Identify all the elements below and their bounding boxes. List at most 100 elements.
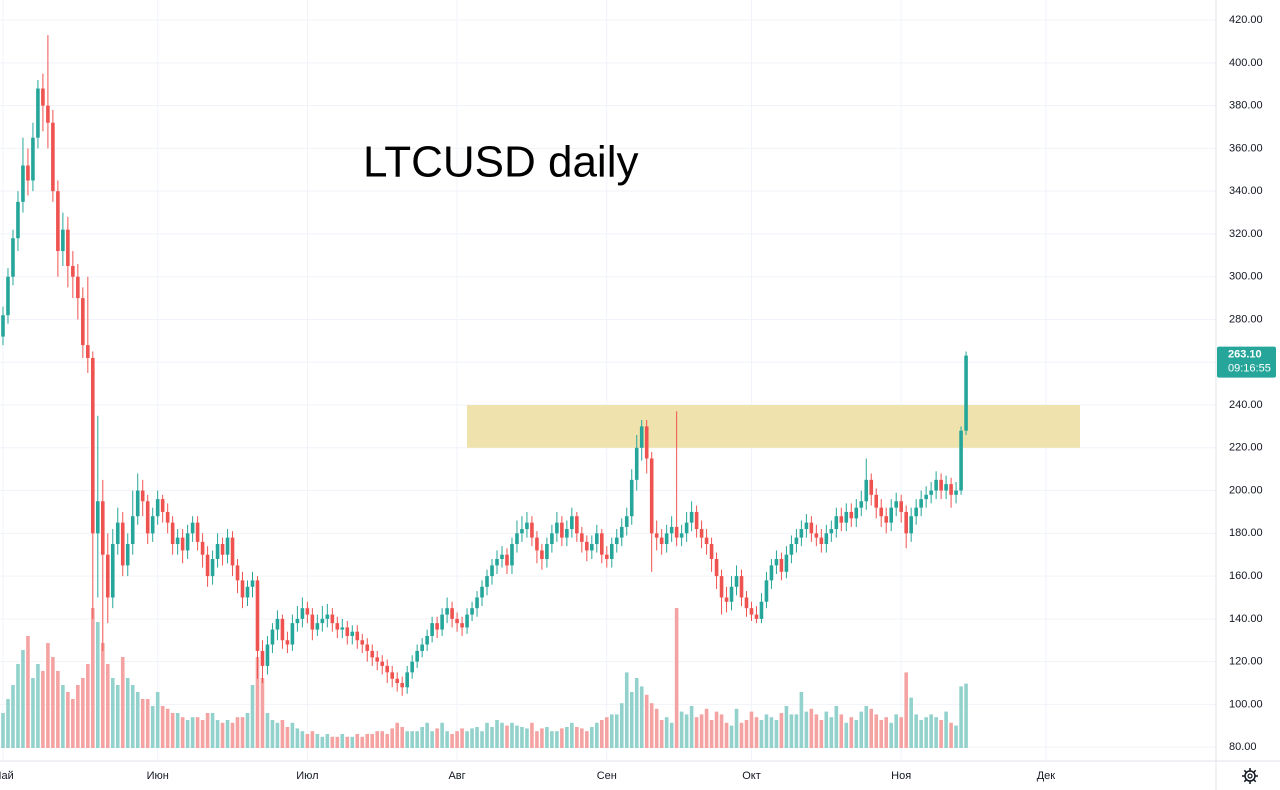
candle-body <box>904 511 908 534</box>
candle-body <box>240 580 245 598</box>
candle-body <box>674 526 679 538</box>
candle-body <box>16 201 20 239</box>
candle-body <box>704 537 709 545</box>
volume-bar <box>929 714 933 748</box>
volume-bar <box>804 711 809 748</box>
volume-bar <box>260 678 265 748</box>
candle-body <box>305 608 310 615</box>
x-tick-label: Июл <box>296 770 318 782</box>
candle-body <box>749 608 754 615</box>
candle-body <box>460 623 464 628</box>
candle-body <box>784 554 789 572</box>
candle-body <box>879 507 884 517</box>
volume-bar <box>230 722 235 748</box>
candle-body <box>624 516 629 527</box>
volume-bar <box>51 657 55 748</box>
candle-body <box>759 601 764 619</box>
resistance-zone <box>467 405 1080 448</box>
candle-body <box>939 479 943 491</box>
y-tick-label: 320.00 <box>1229 228 1263 240</box>
volume-bar <box>515 725 519 748</box>
y-tick-label: 340.00 <box>1229 185 1263 197</box>
candle-body <box>550 533 554 545</box>
volume-bar <box>370 734 375 748</box>
candle-body <box>11 238 15 277</box>
volume-bar <box>964 683 968 748</box>
candle-body <box>300 608 305 619</box>
volume-bar <box>884 717 889 748</box>
candle-body <box>150 516 155 534</box>
candle-body <box>81 298 85 346</box>
candle-body <box>949 484 953 495</box>
candle-body <box>110 544 115 598</box>
candle-body <box>654 533 659 538</box>
y-tick-label: 180.00 <box>1229 527 1263 539</box>
y-tick-label: 80.00 <box>1229 741 1257 753</box>
volume-bar <box>31 678 35 748</box>
candle-body <box>744 597 749 609</box>
volume-bar <box>555 731 559 748</box>
volume-bar <box>190 717 195 748</box>
volume-bar <box>540 728 544 748</box>
volume-bar <box>734 708 739 748</box>
volume-bar <box>445 731 449 748</box>
volume-bar <box>240 717 245 748</box>
candle-body <box>210 558 215 577</box>
volume-bar <box>490 727 494 748</box>
volume-bar <box>430 731 434 748</box>
candle-body <box>450 608 454 619</box>
candle-body <box>275 618 280 630</box>
volume-bar <box>420 727 424 748</box>
volume-bar <box>200 720 205 748</box>
volume-bar <box>460 728 464 748</box>
candle-body <box>859 501 864 508</box>
volume-bar <box>320 736 325 748</box>
candle-body <box>934 479 938 491</box>
candle-body <box>235 565 240 581</box>
volume-bar <box>590 727 594 748</box>
candle-body <box>769 565 774 581</box>
volume-bar <box>609 714 614 748</box>
candle-body <box>540 550 544 559</box>
candle-body <box>510 544 514 566</box>
volume-bar <box>754 717 759 748</box>
candle-body <box>604 554 609 559</box>
candle-body <box>659 537 664 545</box>
candle-body <box>909 516 913 534</box>
candle-body <box>26 165 30 181</box>
volume-bar <box>96 622 100 748</box>
y-tick-label: 360.00 <box>1229 142 1263 154</box>
candle-body <box>365 644 370 651</box>
volume-bar <box>664 717 669 748</box>
candle-body <box>270 629 275 645</box>
candle-body <box>405 672 409 688</box>
gear-teeth <box>1242 768 1258 784</box>
candle-body <box>639 426 644 448</box>
volume-bar <box>61 685 65 748</box>
volume-bar <box>325 734 330 748</box>
y-tick-label: 280.00 <box>1229 313 1263 325</box>
volume-bar <box>719 714 724 748</box>
candle-body <box>864 479 869 502</box>
volume-bar <box>914 714 918 748</box>
candle-body <box>76 276 80 299</box>
y-tick-label: 200.00 <box>1229 484 1263 496</box>
volume-bar <box>335 736 340 748</box>
volume-bar <box>510 722 514 748</box>
candle-body <box>839 516 844 523</box>
candle-body <box>455 618 459 624</box>
candle-body <box>185 533 190 551</box>
settings-button[interactable] <box>1242 768 1258 784</box>
candle-body <box>265 644 270 666</box>
volume-bar <box>395 722 399 748</box>
volume-bar <box>689 706 694 748</box>
volume-bar <box>470 728 474 748</box>
candle-body <box>809 522 814 534</box>
last-price-badge <box>1217 346 1276 378</box>
volume-bar <box>694 717 699 748</box>
x-tick-label: Авг <box>448 770 465 782</box>
volume-bar <box>619 703 624 748</box>
volume-bar <box>595 722 599 748</box>
